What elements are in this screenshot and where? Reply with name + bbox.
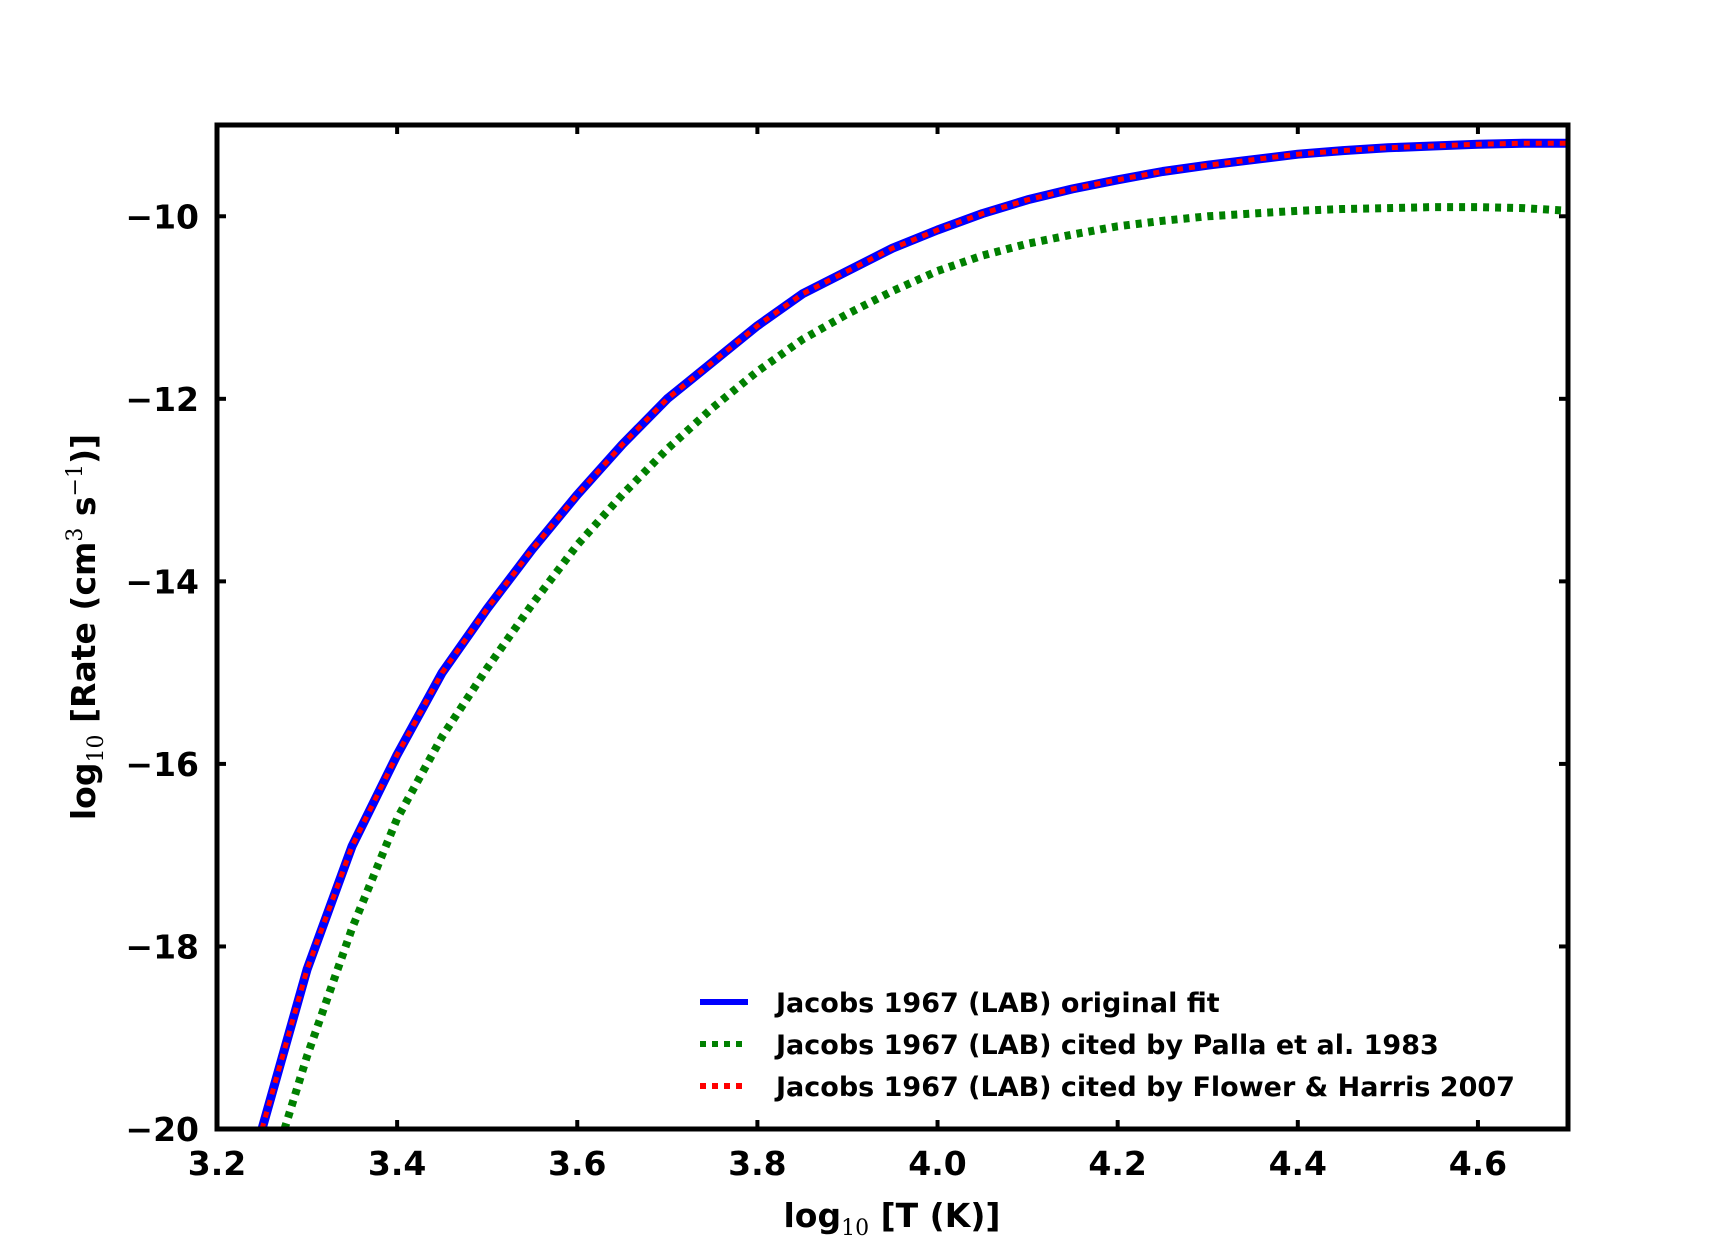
x-tick-label: 4.4: [1269, 1144, 1327, 1183]
x-tick-label: 3.4: [368, 1144, 426, 1183]
y-tick-label: −18: [125, 927, 199, 966]
x-tick-label: 3.2: [188, 1144, 246, 1183]
legend-label-original-fit: Jacobs 1967 (LAB) original fit: [774, 988, 1220, 1019]
plot-frame: [214, 122, 1571, 1132]
x-tick-label: 3.6: [548, 1144, 606, 1183]
y-tick-label: −20: [125, 1110, 199, 1149]
x-tick-label: 4.2: [1088, 1144, 1146, 1183]
series-layer: [257, 138, 1568, 1129]
y-tick-label: −14: [125, 562, 199, 601]
x-tick-labels: 3.2 3.4 3.6 3.8 4.0 4.2 4.4 4.6: [188, 1144, 1507, 1183]
legend-label-palla: Jacobs 1967 (LAB) cited by Palla et al. …: [774, 1030, 1439, 1061]
x-tick-label: 4.6: [1449, 1144, 1507, 1183]
x-tick-label: 4.0: [908, 1144, 966, 1183]
series-line-3: [259, 140, 1568, 1129]
y-tick-label: −10: [125, 197, 199, 236]
series-line-2: [280, 203, 1568, 1129]
y-tick-label: −12: [125, 380, 199, 419]
y-tick-labels: −20 −18 −16 −14 −12 −10: [125, 197, 199, 1149]
y-tick-label: −16: [125, 745, 199, 784]
legend-label-flower-harris: Jacobs 1967 (LAB) cited by Flower & Harr…: [774, 1072, 1515, 1103]
y-axis-label: log10 [Rate (cm3 s−1)]: [63, 434, 109, 820]
x-tick-label: 3.8: [728, 1144, 786, 1183]
x-axis-label: log10 [T (K)]: [784, 1196, 1001, 1241]
legend: Jacobs 1967 (LAB) original fit Jacobs 19…: [700, 988, 1515, 1103]
